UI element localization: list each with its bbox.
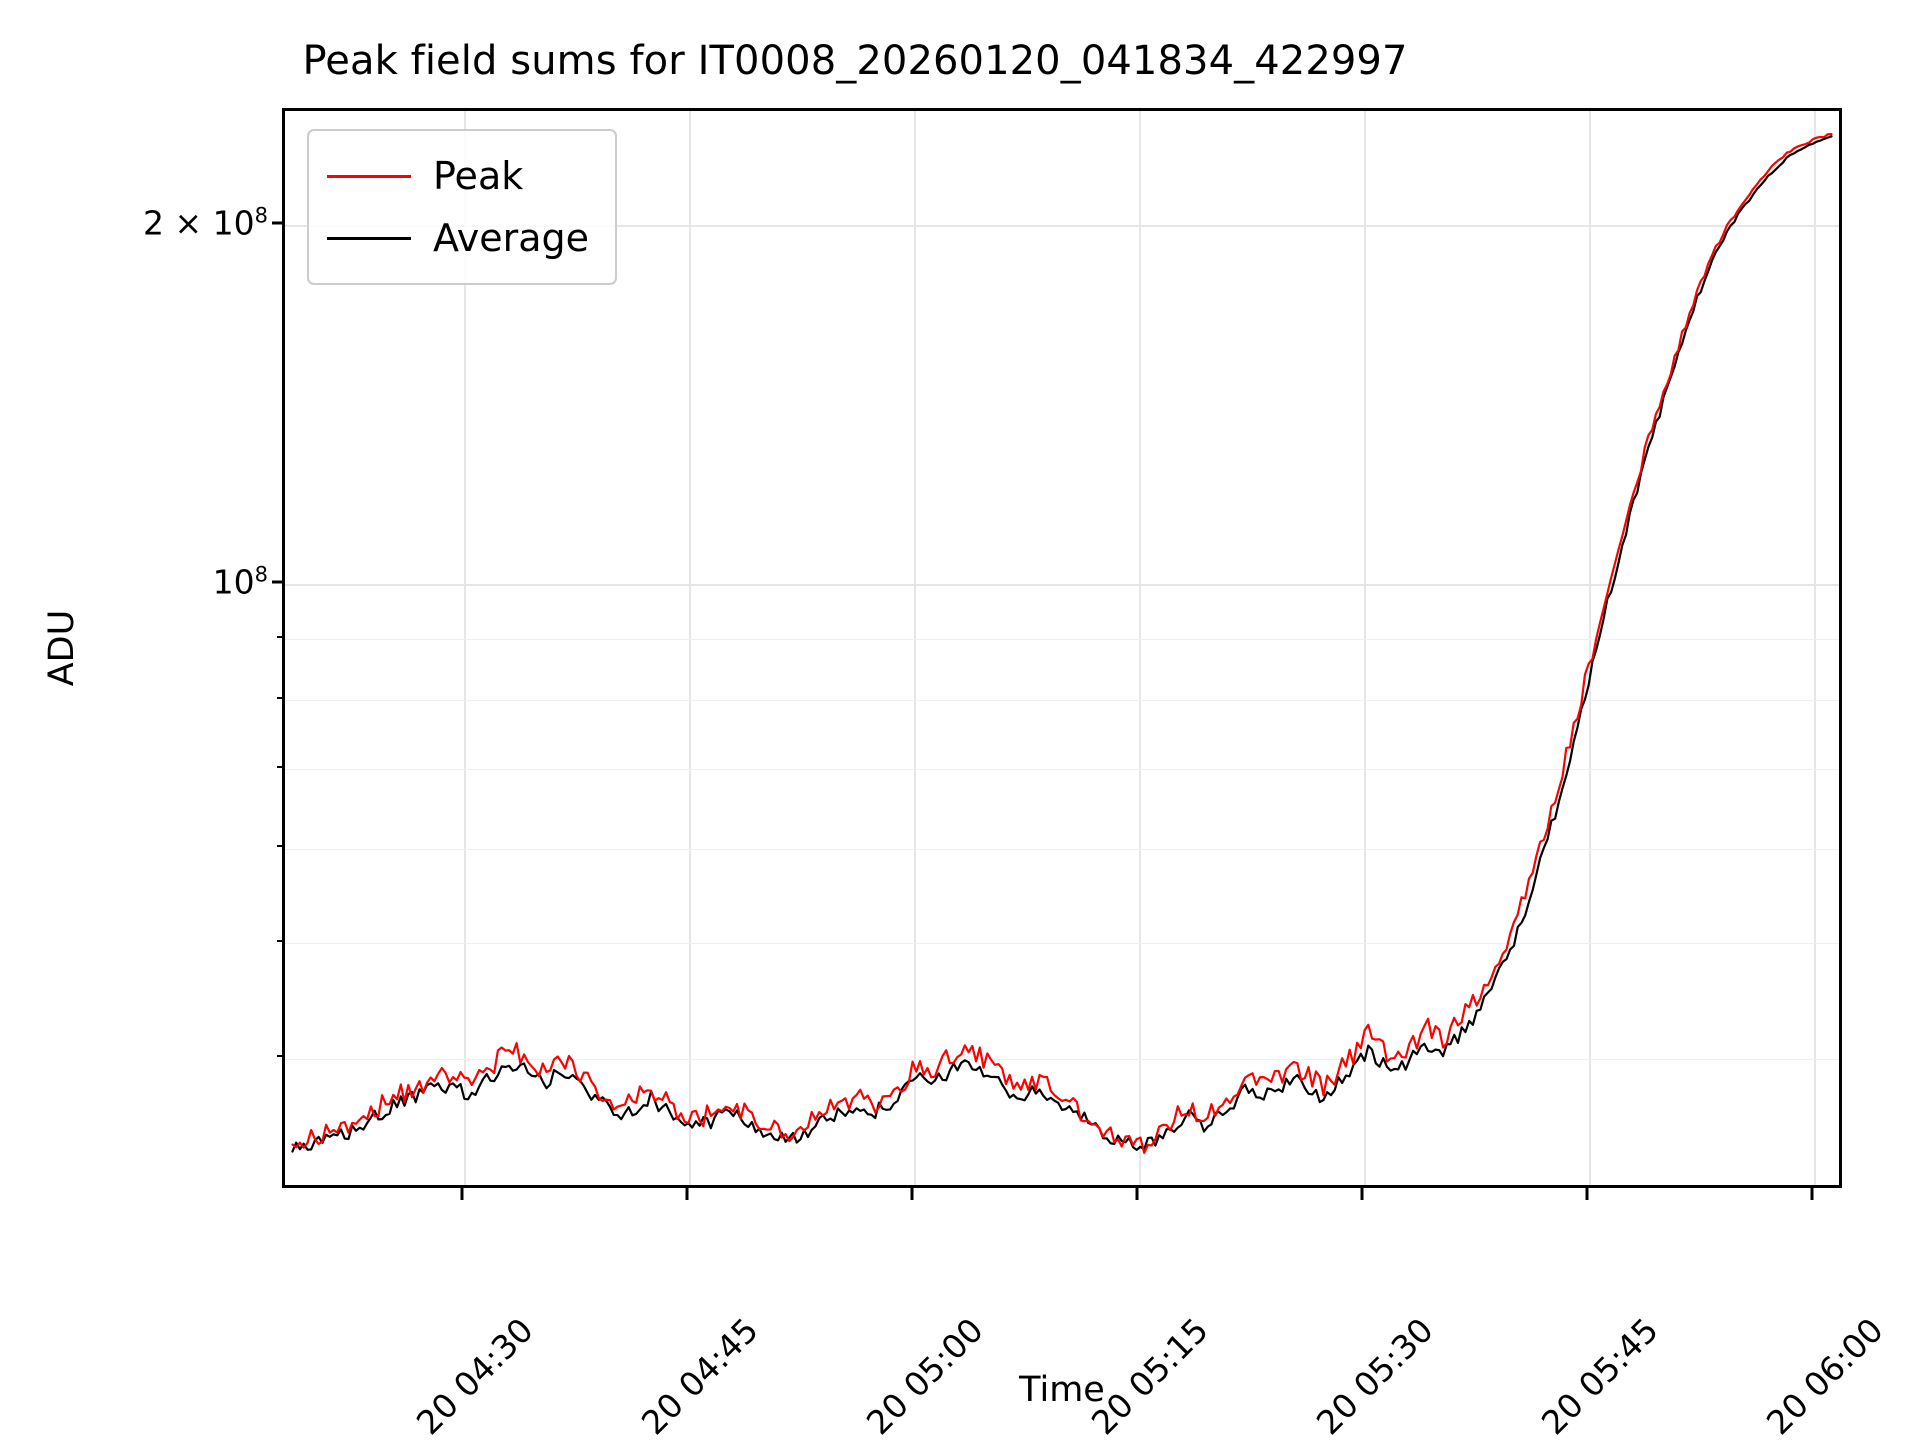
gridline-vertical	[914, 111, 916, 1185]
gridline-horizontal-minor	[285, 769, 1839, 771]
x-tick-mark	[460, 1188, 464, 1200]
gridline-vertical	[1139, 111, 1141, 1185]
y-tick-mark-minor	[277, 765, 283, 768]
gridline-horizontal-minor	[285, 639, 1839, 641]
x-tick-mark	[1135, 1188, 1139, 1200]
legend: Peak Average	[307, 129, 618, 285]
legend-swatch-average-icon	[327, 236, 411, 240]
gridline-vertical	[1814, 111, 1816, 1185]
x-tick-mark	[1810, 1188, 1814, 1200]
y-tick-mark-minor	[277, 939, 283, 942]
y-tick-mark-minor	[277, 845, 283, 848]
series-line-average	[291, 135, 1833, 1153]
data-layer	[291, 133, 1833, 1155]
x-tick-mark	[910, 1188, 914, 1200]
legend-item-peak: Peak	[327, 145, 589, 207]
x-tick-mark	[1585, 1188, 1589, 1200]
grid-layer	[285, 111, 1839, 1185]
y-tick-mark-minor	[277, 635, 283, 638]
legend-label-peak: Peak	[433, 154, 524, 198]
gridline-horizontal-minor	[285, 848, 1839, 850]
gridline-vertical	[689, 111, 691, 1185]
x-tick-mark	[685, 1188, 689, 1200]
y-axis-label: ADU	[42, 609, 82, 687]
y-tick-mark-minor	[277, 1055, 283, 1058]
gridline-vertical	[464, 111, 466, 1185]
gridline-vertical	[1364, 111, 1366, 1185]
gridline-horizontal-minor	[285, 1058, 1839, 1060]
y-tick-mark	[272, 580, 283, 584]
chart-title-text: Peak field sums for IT0008_20260120_0418…	[302, 38, 1408, 84]
gridline-horizontal	[285, 584, 1839, 587]
plot-area: Peak Average	[282, 108, 1842, 1188]
y-tick-label: 108	[212, 562, 268, 602]
y-tick-mark-minor	[277, 696, 283, 699]
x-tick-mark	[1360, 1188, 1364, 1200]
series-line-peak	[291, 133, 1833, 1155]
y-tick-mark	[272, 221, 283, 225]
legend-swatch-peak-icon	[327, 174, 411, 178]
gridline-horizontal	[285, 225, 1839, 228]
chart-title: Peak field sums for IT0008_20260120_0418…	[0, 38, 1920, 84]
legend-item-average: Average	[327, 207, 589, 269]
gridline-vertical	[1589, 111, 1591, 1185]
x-axis-label: Time	[1019, 1370, 1105, 1410]
legend-label-average: Average	[433, 216, 590, 260]
y-tick-label: 2 × 108	[143, 203, 268, 243]
gridline-horizontal-minor	[285, 943, 1839, 945]
gridline-horizontal-minor	[285, 700, 1839, 701]
